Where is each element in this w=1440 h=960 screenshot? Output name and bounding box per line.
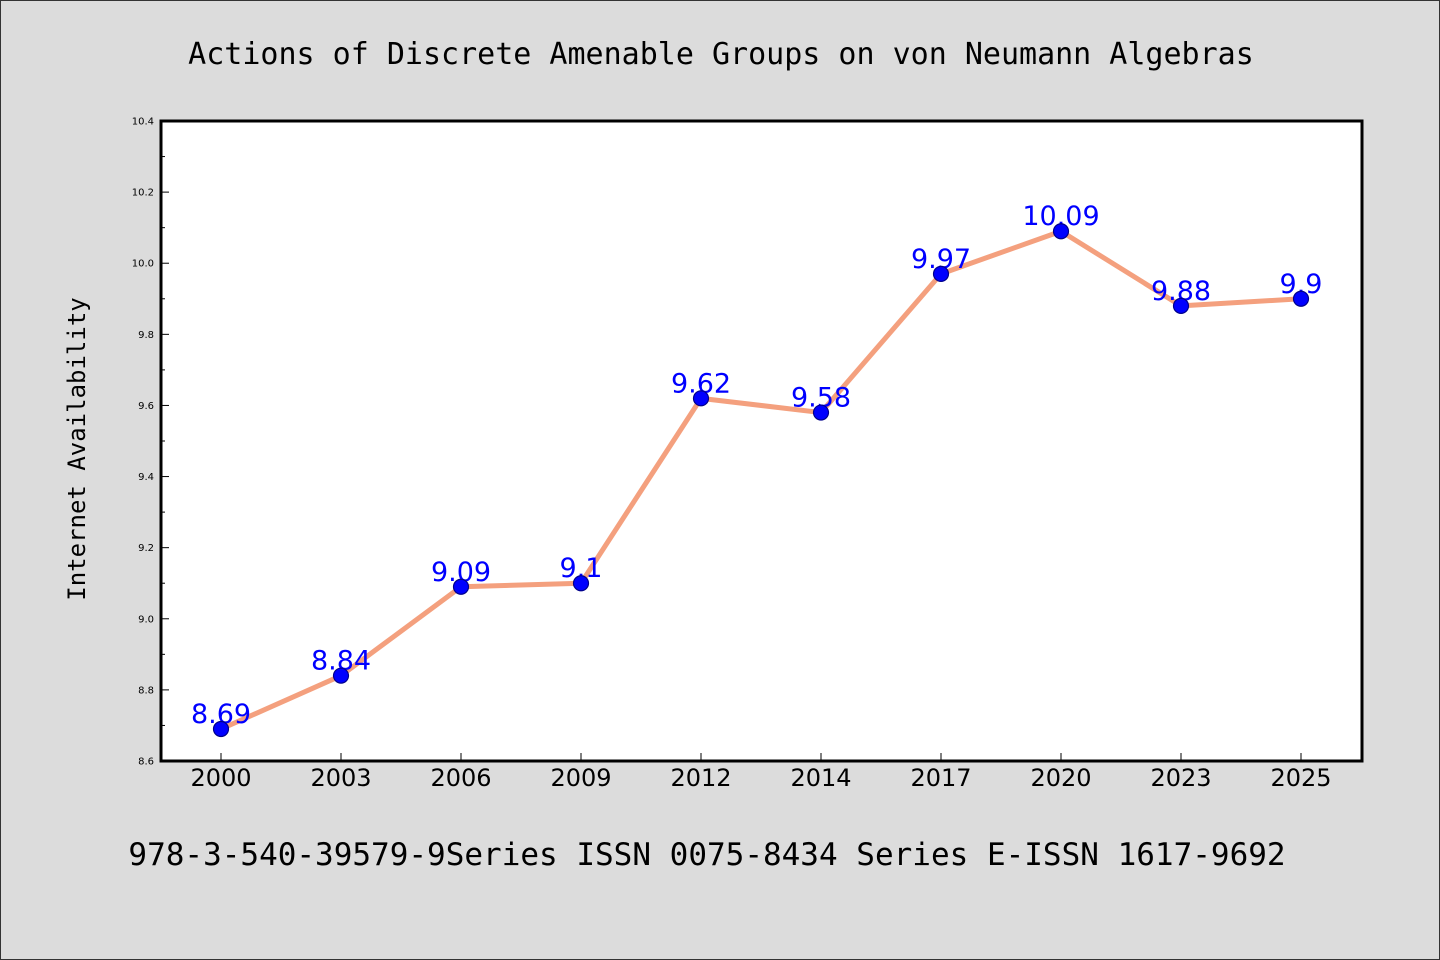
y-tick-label: 9.6: [138, 401, 154, 412]
x-tick-label: 2003: [310, 764, 371, 792]
data-point: [212, 720, 230, 738]
data-point: [1052, 223, 1070, 240]
y-tick-label: 8.8: [138, 685, 154, 696]
y-tick-label: 9.0: [138, 614, 154, 625]
data-point: [1172, 297, 1190, 314]
y-axis-label: Internet Availability: [63, 297, 91, 600]
data-point: [332, 667, 350, 684]
x-tick-label: 2023: [1150, 764, 1211, 792]
y-tick-label: 9.8: [138, 330, 154, 341]
data-point: [692, 390, 710, 407]
footer-text: 978-3-540-39579-9Series ISSN 0075-8434 S…: [128, 837, 1285, 873]
x-tick-label: 2014: [790, 764, 851, 792]
y-tick-label: 9.4: [138, 472, 154, 483]
chart-title: Actions of Discrete Amenable Groups on v…: [188, 37, 1254, 72]
y-axis: 8.6 8.8 9.0 9.2 9.4 9.6 9.8 10.0 10.2 10.4: [132, 117, 169, 768]
data-point: [932, 265, 950, 282]
x-tick-label: 2025: [1270, 764, 1331, 792]
x-tick-label: 2000: [190, 764, 251, 792]
y-tick-label: 10.4: [132, 117, 154, 128]
x-tick-label: 2012: [670, 764, 731, 792]
plot-area: [159, 119, 1364, 763]
data-point: [452, 578, 470, 595]
x-tick-label: 2009: [550, 764, 611, 792]
data-point: [812, 404, 830, 421]
data-point: [1292, 290, 1310, 307]
y-tick-label: 8.6: [138, 757, 154, 768]
x-tick-label: 2017: [910, 764, 971, 792]
y-tick-label: 10.2: [132, 188, 154, 199]
x-tick-label: 2006: [430, 764, 491, 792]
y-tick-label: 9.2: [138, 543, 154, 554]
x-tick-label: 2020: [1030, 764, 1091, 792]
x-axis: 2000 2003 2006 2009 2012 2014 2017 2020 2023 2025: [190, 753, 1332, 792]
series-line: [218, 228, 1304, 732]
data-point: [572, 575, 590, 592]
y-tick-label: 10.0: [132, 259, 154, 270]
